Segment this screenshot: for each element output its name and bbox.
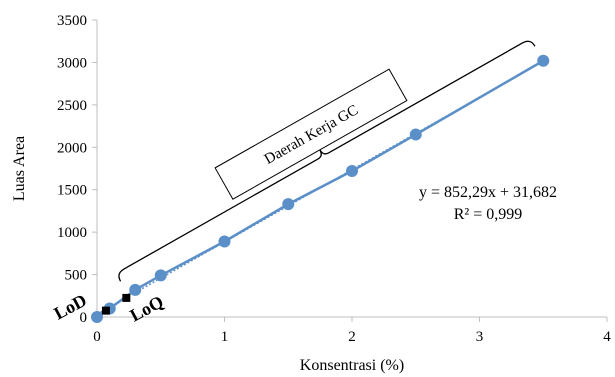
loq-label: LoQ — [126, 291, 166, 325]
data-point — [409, 128, 422, 141]
x-tick-label: 3 — [476, 329, 484, 345]
data-point — [537, 54, 550, 67]
working-range-bracket: Daerah Kerja GC — [118, 40, 536, 282]
plot-area — [91, 54, 550, 323]
data-point — [218, 235, 231, 248]
bracket-line — [118, 40, 536, 282]
x-tick-label: 1 — [221, 329, 229, 345]
bracket-label-box — [214, 68, 408, 200]
x-tick-label: 4 — [603, 329, 611, 345]
data-point — [129, 283, 142, 296]
x-tick-label: 2 — [348, 329, 356, 345]
x-tick-label: 0 — [93, 329, 101, 345]
y-tick-label: 2500 — [57, 98, 87, 114]
axes — [92, 19, 608, 322]
trendline-equation: y = 852,29x + 31,682 — [419, 184, 557, 201]
marker-loq — [122, 293, 131, 302]
y-tick-label: 1000 — [57, 225, 87, 241]
tick-labels: 0 500 1000 1500 2000 2500 3000 3500 0 1 2 3 4 — [57, 13, 611, 345]
y-tick-label: 2000 — [57, 140, 87, 156]
y-tick-label: 1500 — [57, 183, 87, 199]
y-axis-title: Luas Area — [11, 136, 28, 201]
trendline — [96, 60, 544, 315]
y-tick-label: 3000 — [57, 55, 87, 71]
y-tick-label: 0 — [80, 310, 88, 326]
marker-lod — [101, 306, 110, 315]
y-tick-label: 3500 — [57, 13, 87, 29]
data-point — [154, 269, 167, 282]
x-axis-title: Konsentrasi (%) — [300, 357, 404, 374]
trendline-r2: R² = 0,999 — [454, 206, 523, 223]
y-tick-label: 500 — [65, 268, 88, 284]
data-point — [346, 165, 358, 178]
data-point — [91, 311, 103, 323]
